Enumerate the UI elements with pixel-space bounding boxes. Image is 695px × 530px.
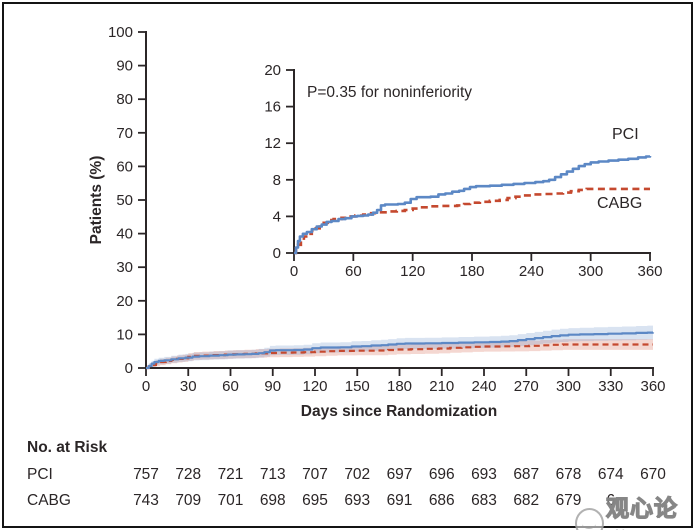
pci-curve [146, 331, 655, 370]
risk-row-label: CABG [27, 492, 71, 509]
y-tick-label: 12 [264, 135, 281, 152]
y-tick-label: 60 [116, 158, 133, 175]
risk-row-cabg: CABG 743 709 701 698 695 693 691 686 683 682 679 6 [0, 492, 695, 512]
risk-value: 6 [606, 492, 616, 509]
y-tick-label: 100 [108, 24, 133, 41]
y-tick-label: 4 [273, 208, 281, 225]
risk-value: 697 [386, 466, 413, 483]
watermark-logo-icon [575, 507, 605, 530]
x-tick-label: 30 [180, 378, 197, 395]
x-tick-label: 60 [345, 263, 362, 280]
x-tick-label: 120 [302, 378, 327, 395]
x-tick-label: 0 [142, 378, 150, 395]
x-tick-label: 120 [400, 263, 425, 280]
risk-value: 693 [471, 466, 497, 483]
x-tick-label: 360 [637, 263, 662, 280]
risk-value: 682 [513, 492, 540, 509]
x-tick-label: 270 [514, 378, 539, 395]
y-tick-label: 90 [116, 58, 133, 75]
risk-value: 687 [513, 466, 540, 483]
risk-value: 709 [175, 492, 202, 509]
risk-value: 743 [133, 492, 159, 509]
x-tick-label: 300 [578, 263, 603, 280]
y-tick-label: 50 [116, 192, 133, 209]
risk-value: 686 [428, 492, 455, 509]
x-tick-label: 210 [429, 378, 454, 395]
pci-curve [294, 155, 652, 255]
y-tick-label: 20 [264, 62, 281, 79]
x-axis-title: Days since Randomization [300, 403, 498, 420]
cabg-series-label: CABG [597, 195, 643, 212]
x-tick-label: 150 [345, 378, 370, 395]
y-tick-label: 80 [116, 91, 133, 108]
y-tick-label: 40 [116, 226, 133, 243]
x-tick-label: 240 [471, 378, 496, 395]
y-tick-label: 70 [116, 125, 133, 142]
risk-value: 683 [471, 492, 497, 509]
x-tick-label: 60 [222, 378, 239, 395]
risk-value: 670 [640, 466, 666, 483]
risk-value: 728 [175, 466, 202, 483]
x-tick-label: 360 [640, 378, 665, 395]
risk-table-title: No. at Risk [27, 439, 108, 456]
x-tick-label: 0 [290, 263, 298, 280]
risk-value: 757 [133, 466, 159, 483]
risk-value: 678 [555, 466, 582, 483]
y-tick-label: 16 [264, 99, 281, 116]
y-tick-label: 10 [116, 326, 133, 343]
x-tick-label: 240 [519, 263, 544, 280]
risk-value: 701 [217, 492, 244, 509]
risk-value: 702 [344, 466, 371, 483]
pvalue-annotation: P=0.35 for noninferiority [307, 84, 472, 101]
y-tick-label: 30 [116, 259, 133, 276]
risk-row-label: PCI [27, 466, 53, 483]
risk-value: 691 [386, 492, 413, 509]
risk-value: 698 [259, 492, 286, 509]
risk-value: 695 [302, 492, 328, 509]
pci-confidence-band [146, 325, 653, 368]
pci-series-label: PCI [612, 126, 639, 143]
risk-value: 679 [555, 492, 582, 509]
y-tick-label: 0 [125, 360, 133, 377]
risk-value: 674 [597, 466, 624, 483]
y-axis-title: Patients (%) [88, 155, 105, 245]
x-tick-label: 180 [459, 263, 484, 280]
y-tick-label: 8 [273, 172, 281, 189]
y-tick-label: 0 [273, 245, 281, 262]
risk-row-pci: PCI 757 728 721 713 707 702 697 696 693 687 678 674 6… [0, 466, 695, 486]
y-tick-label: 20 [116, 293, 133, 310]
x-tick-label: 330 [598, 378, 623, 395]
watermark: 观心论道 [575, 489, 695, 530]
x-tick-label: 300 [556, 378, 581, 395]
watermark-text: 观心论道 [605, 494, 679, 530]
risk-value: 707 [302, 466, 328, 483]
risk-value: 696 [428, 466, 455, 483]
risk-value: 721 [217, 466, 244, 483]
risk-value: 693 [344, 492, 371, 509]
x-tick-label: 180 [387, 378, 412, 395]
risk-value: 713 [259, 466, 286, 483]
x-tick-label: 90 [264, 378, 281, 395]
